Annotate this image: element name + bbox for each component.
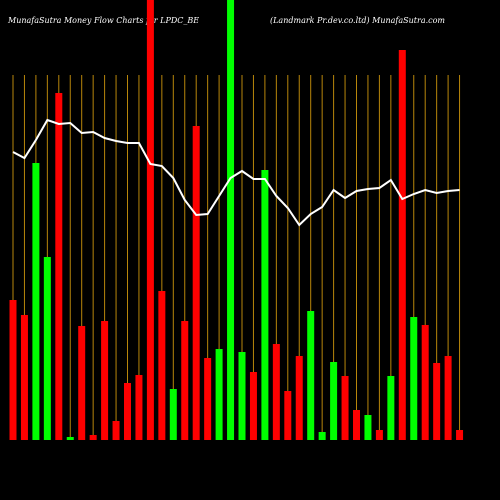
bar bbox=[66, 437, 74, 440]
bar bbox=[284, 391, 292, 440]
bar bbox=[20, 315, 28, 440]
bar bbox=[353, 410, 360, 440]
bar bbox=[398, 50, 406, 440]
money-flow-line bbox=[12, 118, 460, 227]
bar bbox=[32, 163, 40, 440]
bar bbox=[318, 432, 326, 440]
bar bbox=[158, 291, 166, 440]
bar bbox=[55, 93, 63, 440]
bar bbox=[124, 383, 131, 440]
bar bbox=[135, 375, 143, 440]
bar bbox=[387, 376, 395, 440]
bar bbox=[181, 321, 189, 440]
bar bbox=[421, 325, 429, 440]
bar bbox=[261, 170, 269, 440]
bar bbox=[456, 430, 464, 440]
bar bbox=[249, 372, 257, 440]
bar bbox=[78, 326, 86, 440]
bar bbox=[9, 300, 17, 440]
bar bbox=[227, 0, 235, 440]
chart-title: MunafaSutra Money Flow Charts for LPDC_B… bbox=[7, 16, 199, 25]
bar bbox=[375, 430, 383, 440]
bar bbox=[146, 0, 154, 440]
bar bbox=[215, 349, 223, 440]
bar bbox=[444, 356, 452, 440]
bar bbox=[433, 363, 441, 440]
bar bbox=[341, 376, 349, 440]
bar bbox=[43, 257, 51, 440]
bar bbox=[101, 321, 109, 440]
bar bbox=[272, 344, 280, 440]
bar bbox=[192, 126, 200, 440]
bar bbox=[238, 352, 246, 440]
bar bbox=[307, 311, 315, 440]
bar bbox=[89, 435, 97, 440]
bar bbox=[330, 362, 338, 440]
bar bbox=[364, 415, 372, 440]
bar bbox=[112, 421, 120, 440]
bar bbox=[410, 317, 418, 440]
chart-subtitle: (Landmark Pr.dev.co.ltd) MunafaSutra.com bbox=[270, 16, 445, 25]
bar bbox=[169, 389, 177, 440]
bar bbox=[204, 358, 212, 440]
bar bbox=[295, 356, 303, 440]
